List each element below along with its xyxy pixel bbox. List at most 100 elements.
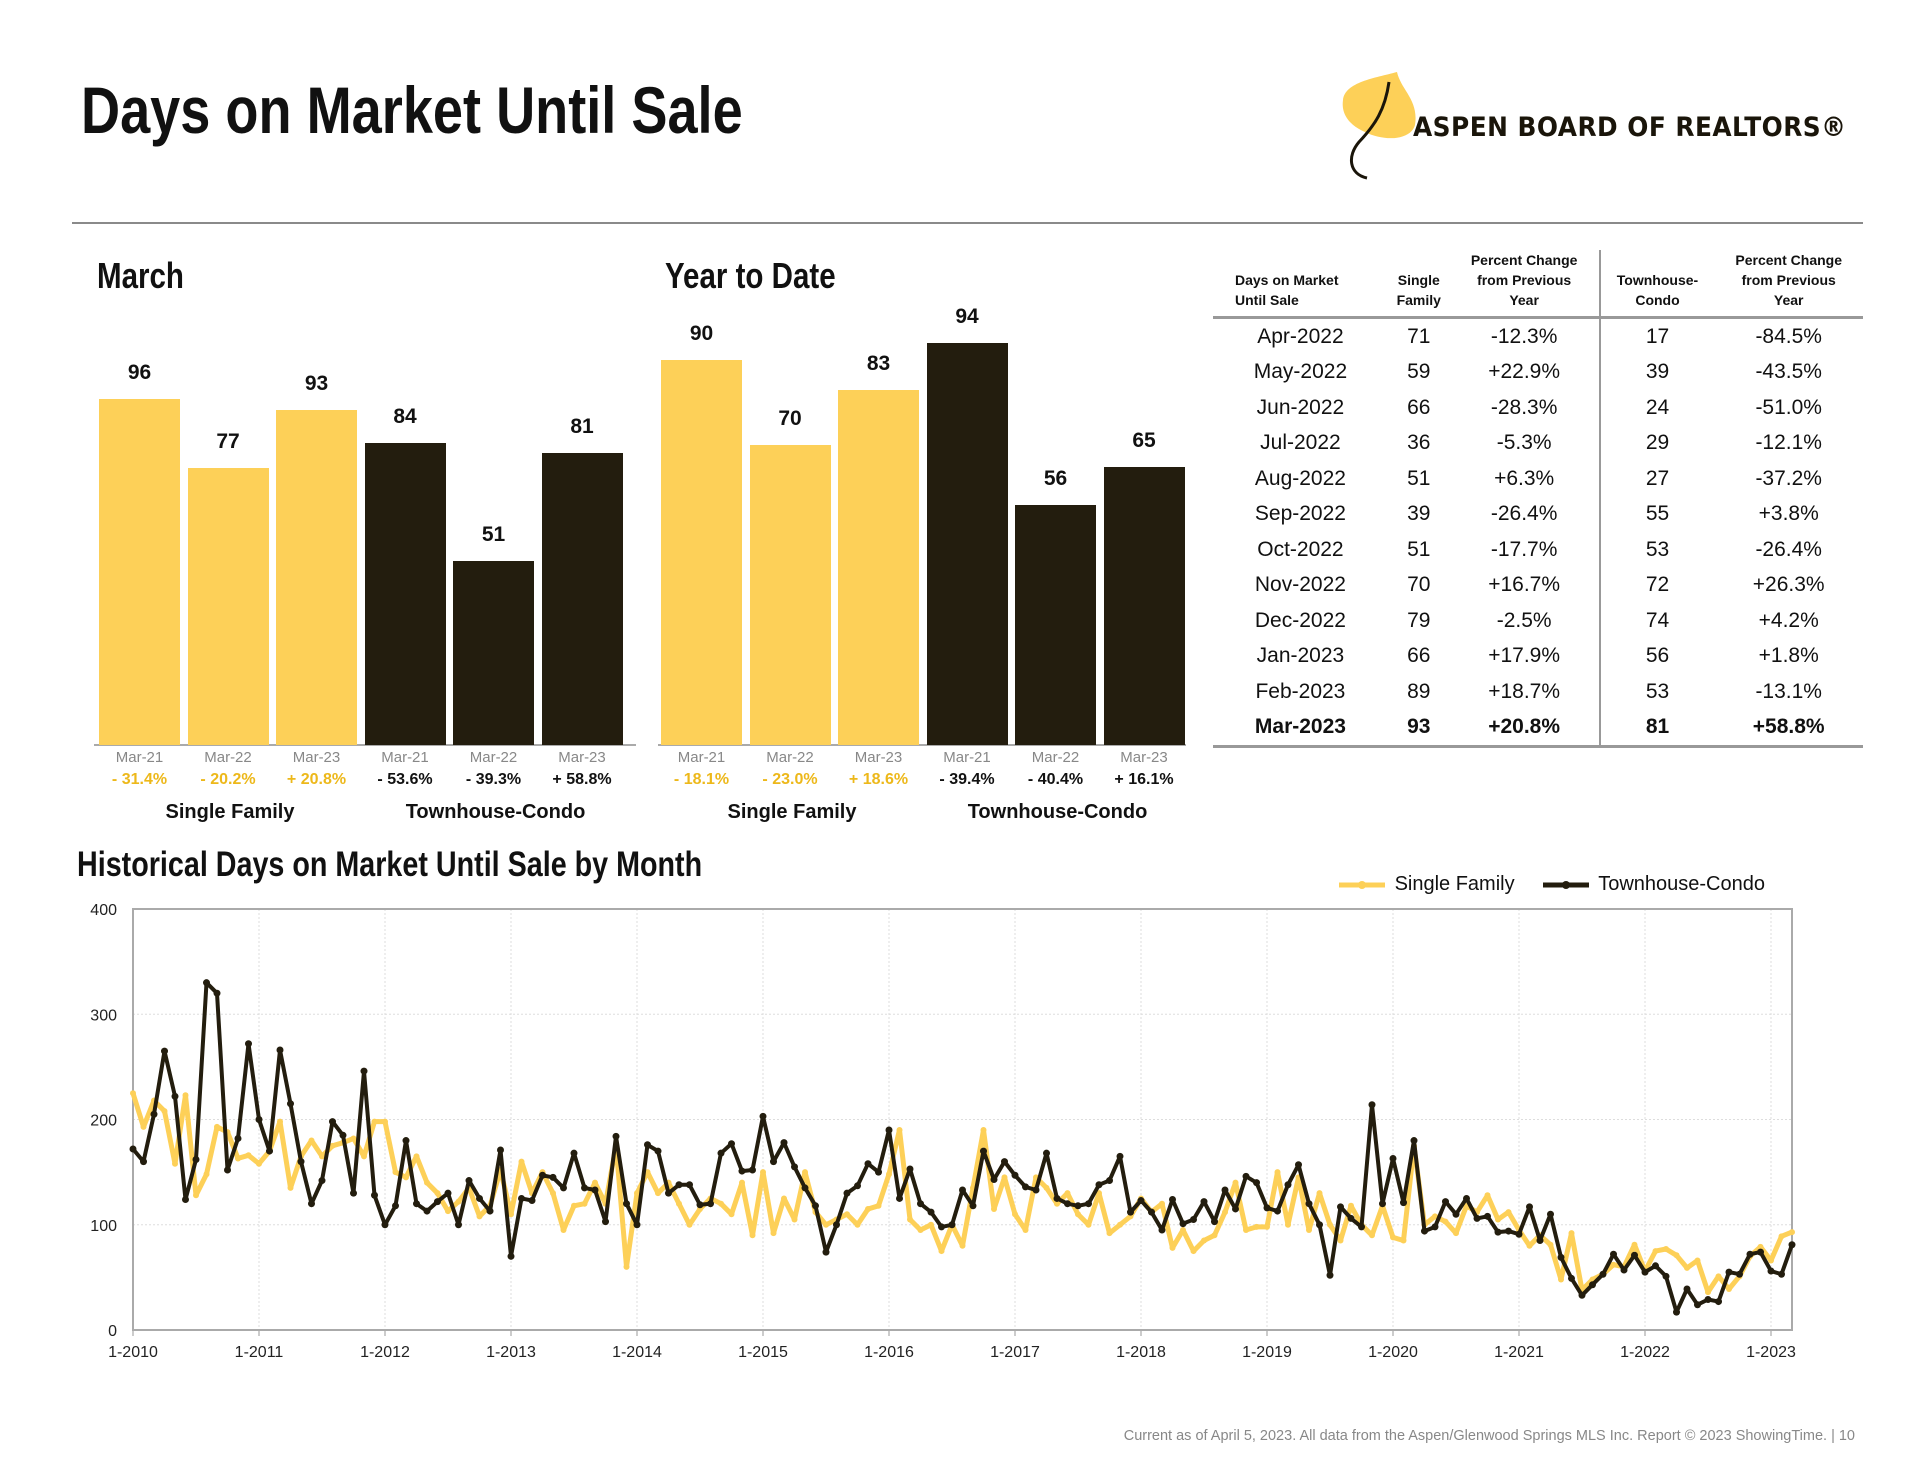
pct-change-label: - 18.1% [673, 771, 730, 788]
table-cell: -5.3% [1449, 425, 1601, 461]
legend-single-family: Single Family [1339, 873, 1515, 896]
bar-townhouse-condo [926, 342, 1008, 745]
x-tick-label: 1-2021 [1494, 1344, 1544, 1361]
data-point [1694, 1257, 1701, 1264]
data-point [1054, 1200, 1060, 1207]
table-cell: +6.3% [1449, 461, 1601, 497]
table-cell: Nov-2022 [1254, 573, 1346, 597]
table-cell: +58.8% [1714, 709, 1863, 748]
table-cell: +4.2% [1758, 608, 1819, 632]
table-cell: -13.1% [1755, 679, 1822, 703]
data-point [1673, 1308, 1680, 1316]
data-point [1431, 1223, 1439, 1231]
data-point [1641, 1268, 1649, 1276]
table-cell: +18.7% [1449, 674, 1601, 710]
table-cell: 24 [1645, 395, 1670, 419]
data-point [403, 1174, 409, 1181]
table-row: Mar-2023 93 +20.8% 81 +58.8% [1213, 709, 1863, 748]
data-point [1243, 1227, 1249, 1234]
data-point [1221, 1186, 1229, 1194]
data-point [581, 1200, 588, 1207]
bar-townhouse-condo [453, 561, 534, 745]
data-point [140, 1158, 147, 1166]
table-cell: +3.8% [1758, 502, 1819, 526]
x-tick-label: 1-2010 [108, 1344, 158, 1361]
data-point [382, 1118, 388, 1125]
ytd-title: Year to Date [665, 255, 836, 296]
data-point [424, 1179, 430, 1186]
footer-note: Current as of April 5, 2023. All data fr… [1123, 1428, 1855, 1444]
data-point [329, 1142, 336, 1149]
data-point [560, 1227, 567, 1234]
march-title: March [97, 255, 184, 296]
data-point [1642, 1268, 1648, 1275]
data-point [518, 1194, 525, 1202]
data-point [780, 1139, 788, 1147]
days-on-market-table: Days on Market Until Sale Single Family Perc… [1213, 250, 1863, 748]
data-point [991, 1205, 997, 1212]
data-point [234, 1134, 242, 1142]
data-point [1043, 1149, 1050, 1157]
y-tick-label: 100 [90, 1218, 117, 1235]
y-tick-label: 300 [90, 1007, 117, 1024]
data-point [1463, 1194, 1470, 1202]
data-point [1568, 1274, 1575, 1282]
data-point [444, 1189, 452, 1197]
data-point [1484, 1192, 1491, 1199]
legend-label: Townhouse-Condo [1598, 873, 1765, 895]
data-point [1001, 1158, 1008, 1166]
data-point [1337, 1237, 1344, 1244]
data-point [1190, 1215, 1197, 1223]
data-point [466, 1184, 472, 1191]
data-point [129, 1145, 137, 1153]
series-line-townhouse-condo [131, 980, 1794, 1315]
data-point [1631, 1251, 1638, 1259]
data-point [1432, 1213, 1438, 1220]
data-point [644, 1141, 651, 1149]
data-point [1631, 1241, 1638, 1248]
data-point [738, 1167, 746, 1175]
data-point [854, 1182, 861, 1190]
table-row: Oct-2022 51 -17.7% 53 -26.4% [1213, 532, 1863, 568]
data-point [602, 1200, 609, 1207]
data-point [1767, 1267, 1775, 1275]
data-point [1022, 1227, 1029, 1234]
logo-text: ASPEN BOARD OF REALTORS® [1413, 112, 1847, 143]
data-point [214, 1123, 220, 1130]
data-point [371, 1191, 378, 1199]
data-point [1232, 1179, 1239, 1186]
data-point [297, 1158, 305, 1166]
bar-category-label: Mar-21 [115, 749, 164, 766]
bar-category-label: Mar-22 [204, 749, 252, 766]
table-row: Apr-2022 71 -12.3% 17 -84.5% [1213, 317, 1863, 355]
data-point [549, 1173, 557, 1181]
data-point [1211, 1232, 1218, 1239]
x-tick-label: 1-2018 [1116, 1344, 1166, 1361]
data-point [1032, 1186, 1040, 1194]
data-point [1410, 1137, 1418, 1145]
legend-label: Single Family [1394, 873, 1515, 895]
data-point [812, 1202, 819, 1210]
data-point [823, 1221, 829, 1228]
data-point [1358, 1221, 1365, 1228]
data-point [245, 1040, 252, 1048]
data-point [1652, 1248, 1659, 1255]
data-point [455, 1198, 462, 1205]
data-point [591, 1186, 599, 1194]
data-point [276, 1046, 284, 1054]
data-point [759, 1112, 767, 1120]
data-point [1358, 1223, 1365, 1231]
data-point [1652, 1262, 1659, 1270]
table-cell: -51.0% [1755, 395, 1822, 419]
data-point [781, 1195, 787, 1202]
data-point [1694, 1301, 1701, 1309]
data-point [1096, 1190, 1102, 1197]
table-cell: Aug-2022 [1254, 466, 1346, 490]
data-point [896, 1127, 903, 1134]
data-point [1326, 1271, 1334, 1279]
data-point [1778, 1270, 1785, 1278]
data-point [728, 1211, 735, 1218]
x-tick-label: 1-2017 [990, 1344, 1040, 1361]
table-cell: 55 [1645, 502, 1670, 526]
data-point [969, 1202, 977, 1210]
